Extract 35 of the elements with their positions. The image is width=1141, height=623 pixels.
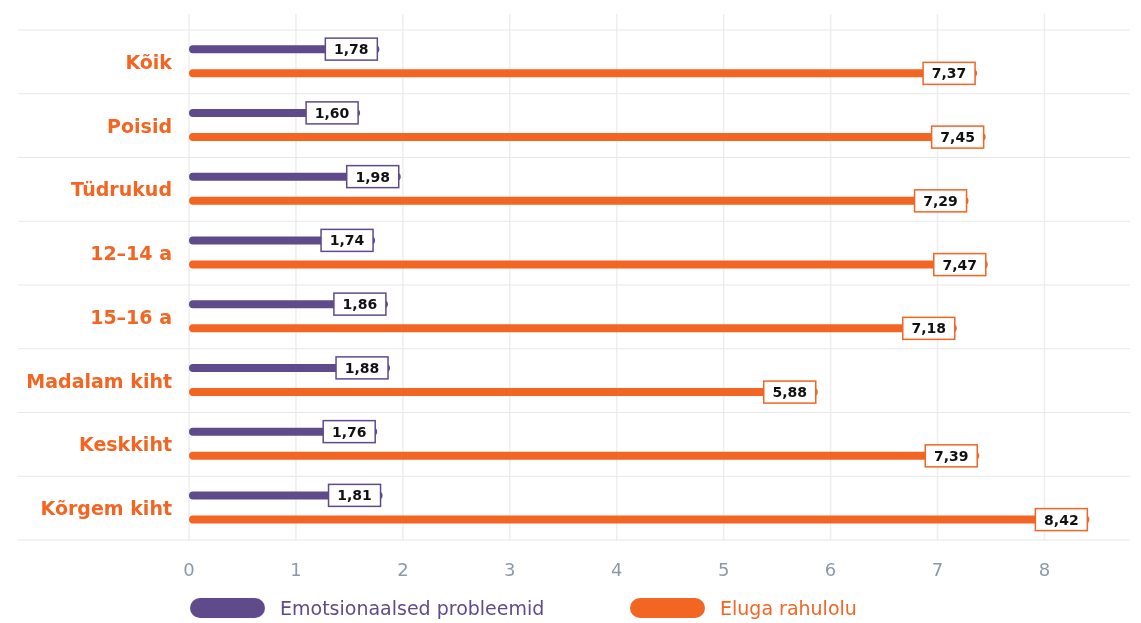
x-tick-label: 5 <box>717 559 730 580</box>
data-label: 1,86 <box>342 296 378 313</box>
y-tick-label: 12–14 a <box>90 242 172 265</box>
data-label: 1,74 <box>329 232 365 249</box>
data-label: 7,39 <box>933 447 969 464</box>
x-tick-label: 7 <box>931 559 944 580</box>
y-tick-label: 15–16 a <box>90 305 172 328</box>
y-tick-label: Kõik <box>125 50 173 73</box>
x-tick-label: 0 <box>183 559 195 580</box>
data-label: 7,47 <box>942 256 978 273</box>
data-label: 8,42 <box>1044 511 1079 528</box>
y-tick-label: Madalam kiht <box>26 369 172 392</box>
data-label: 1,78 <box>334 41 369 58</box>
data-label: 1,81 <box>337 487 372 504</box>
data-label: 1,76 <box>331 423 367 440</box>
data-label: 7,29 <box>923 192 958 209</box>
y-tick-label: Kõrgem kiht <box>40 497 172 520</box>
data-label: 1,60 <box>314 104 350 121</box>
data-label: 5,88 <box>772 384 808 401</box>
x-tick-label: 2 <box>397 559 409 580</box>
x-tick-label: 4 <box>611 559 623 580</box>
legend-label: Eluga rahulolu <box>720 597 857 619</box>
data-label: 7,45 <box>940 129 975 146</box>
x-tick-label: 8 <box>1038 559 1051 580</box>
data-label: 7,37 <box>931 65 967 82</box>
x-tick-label: 1 <box>290 559 302 580</box>
y-tick-label: Keskkiht <box>79 433 172 456</box>
x-tick-label: 6 <box>824 559 837 580</box>
y-tick-label: Poisid <box>107 114 172 137</box>
data-label: 1,88 <box>344 359 380 376</box>
y-tick-label: Tüdrukud <box>71 178 172 201</box>
data-label: 7,18 <box>911 320 947 337</box>
legend-label: Emotsionaalsed probleemid <box>280 597 545 619</box>
x-tick-label: 3 <box>504 559 516 580</box>
data-label: 1,98 <box>355 168 390 185</box>
